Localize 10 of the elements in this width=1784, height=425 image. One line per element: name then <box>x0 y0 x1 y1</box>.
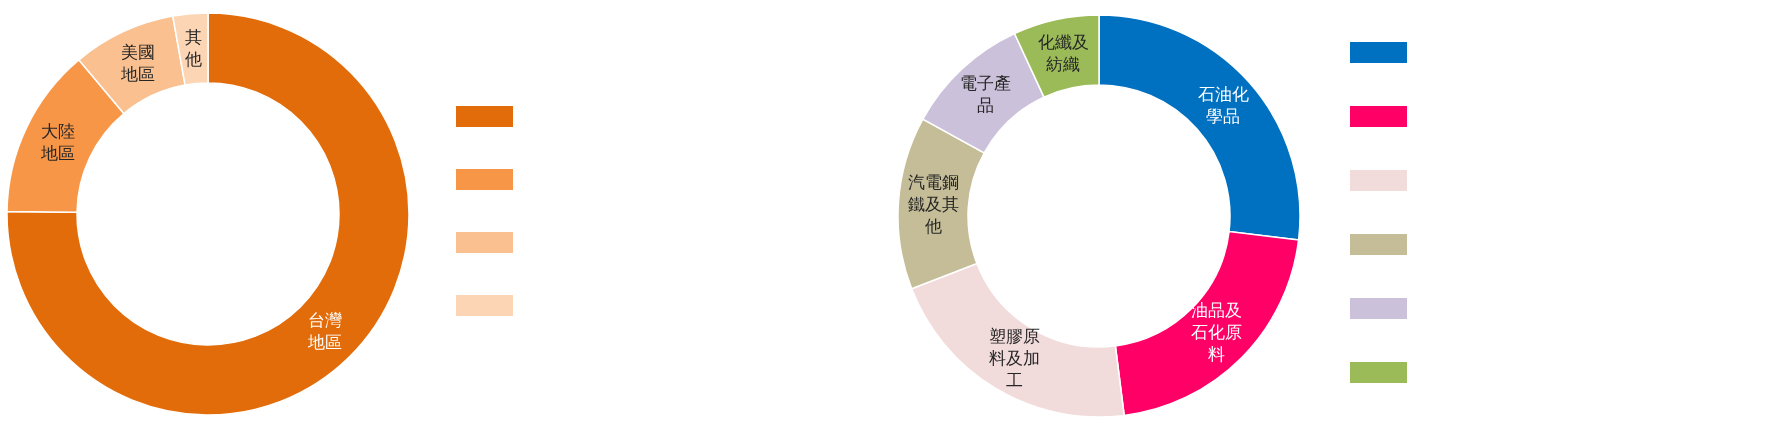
slice-label: 石油化學品 <box>1196 83 1250 128</box>
slice-label: 油品及石化原料 <box>1190 300 1244 366</box>
slice-label: 其他 <box>183 26 203 71</box>
slice-label: 台灣地區 <box>306 310 343 355</box>
slice-label: 化纖及紡織 <box>1036 31 1090 76</box>
slice-label: 汽電鋼鐵及其他 <box>906 172 960 239</box>
slice-label: 塑膠原料及加工 <box>987 325 1041 392</box>
slice-label: 大陸地區 <box>40 120 76 165</box>
slice-label: 電子產品 <box>959 72 1013 117</box>
slice-label: 美國地區 <box>119 41 156 86</box>
